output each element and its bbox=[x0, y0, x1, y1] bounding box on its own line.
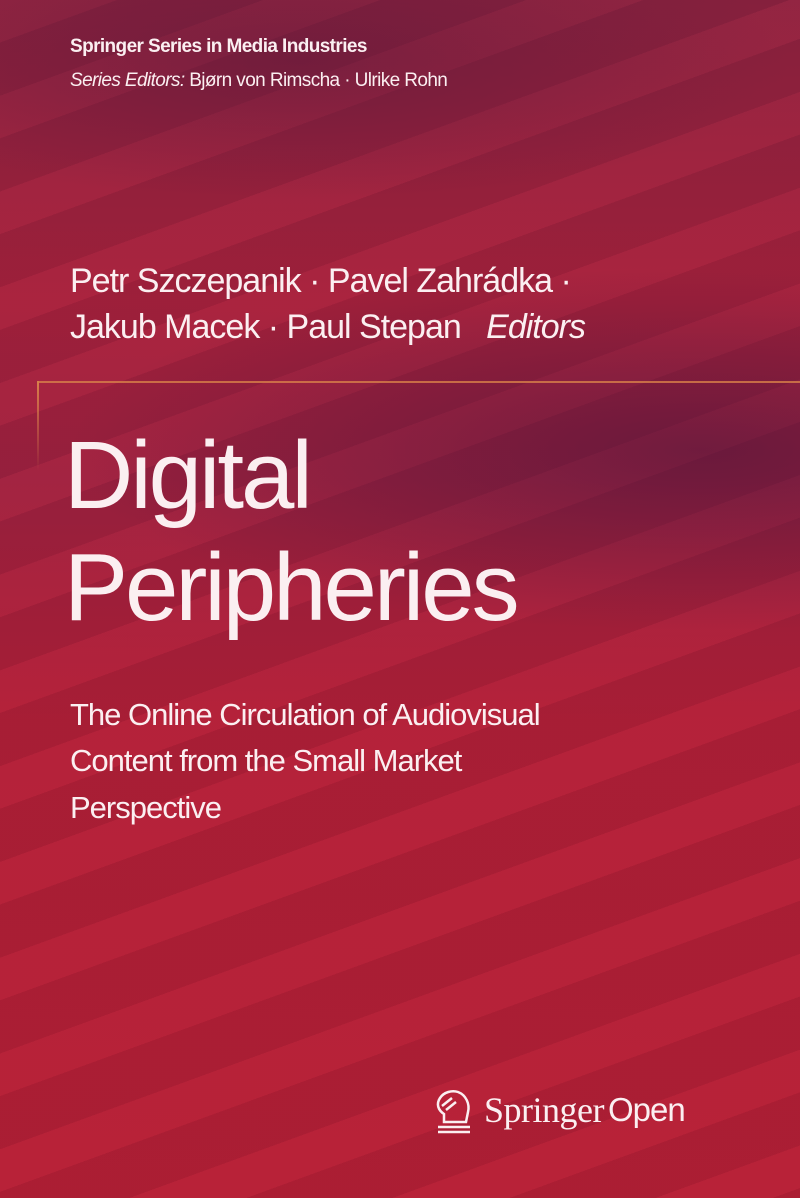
series-editors: Series Editors: Bjørn von Rimscha · Ulri… bbox=[70, 70, 448, 92]
book-title-line-2: Peripheries bbox=[64, 534, 520, 641]
publisher-logo: Springer Open bbox=[432, 1086, 686, 1134]
series-editors-names: Bjørn von Rimscha · Ulrike Rohn bbox=[189, 70, 448, 91]
publisher-imprint: Open bbox=[607, 1091, 686, 1128]
chess-knight-icon bbox=[436, 1090, 470, 1134]
divider-line bbox=[38, 381, 800, 383]
subtitle-line-1: The Online Circulation of Audiovisual bbox=[70, 697, 541, 732]
divider-vertical bbox=[37, 381, 39, 471]
authors-role: Editors bbox=[486, 308, 586, 346]
subtitle-line-2: Content from the Small Market bbox=[70, 743, 462, 778]
publisher-name: Springer bbox=[484, 1090, 604, 1130]
authors-names: Jakub Macek · Paul Stepan bbox=[70, 308, 462, 346]
subtitle-line-3: Perspective bbox=[70, 790, 222, 825]
authors-line-1: Petr Szczepanik · Pavel Zahrádka · bbox=[70, 262, 572, 300]
series-title: Springer Series in Media Industries bbox=[70, 36, 367, 57]
book-title-line-1: Digital bbox=[64, 422, 313, 529]
series-editors-label: Series Editors: bbox=[70, 70, 185, 91]
authors-line-2: Jakub Macek · Paul Stepan Editors bbox=[70, 308, 586, 347]
